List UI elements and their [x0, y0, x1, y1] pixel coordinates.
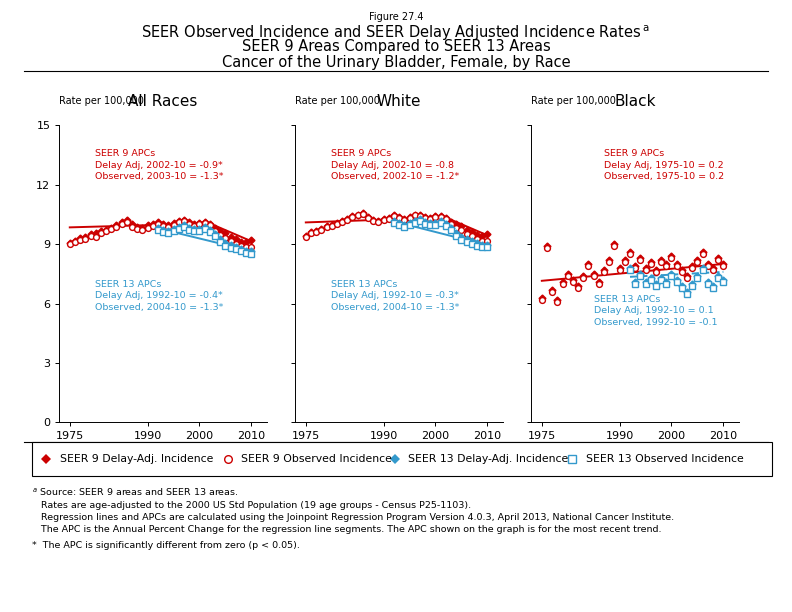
Text: SEER 9 Observed Incidence: SEER 9 Observed Incidence	[242, 454, 392, 465]
Text: SEER 13 APCs
Delay Adj, 1992-10 = 0.1
Observed, 1992-10 = -0.1: SEER 13 APCs Delay Adj, 1992-10 = 0.1 Ob…	[594, 294, 718, 327]
Title: All Races: All Races	[128, 94, 198, 109]
Text: SEER 13 Observed Incidence: SEER 13 Observed Incidence	[585, 454, 744, 465]
Title: Black: Black	[615, 94, 656, 109]
Text: Cancer of the Urinary Bladder, Female, by Race: Cancer of the Urinary Bladder, Female, b…	[222, 55, 570, 70]
Text: SEER 9 APCs
Delay Adj, 1975-10 = 0.2
Observed, 1975-10 = 0.2: SEER 9 APCs Delay Adj, 1975-10 = 0.2 Obs…	[604, 149, 724, 181]
Text: SEER 9 APCs
Delay Adj, 2002-10 = -0.9*
Observed, 2003-10 = -1.3*: SEER 9 APCs Delay Adj, 2002-10 = -0.9* O…	[95, 149, 223, 181]
Text: $^{a}$ Source: SEER 9 areas and SEER 13 areas.
   Rates are age-adjusted to the : $^{a}$ Source: SEER 9 areas and SEER 13 …	[32, 486, 674, 534]
Text: Rate per 100,000: Rate per 100,000	[295, 96, 380, 106]
Text: *  The APC is significantly different from zero (p < 0.05).: * The APC is significantly different fro…	[32, 541, 299, 550]
X-axis label: Year of Diagnosis: Year of Diagnosis	[352, 444, 447, 454]
Text: SEER 9 APCs
Delay Adj, 2002-10 = -0.8
Observed, 2002-10 = -1.2*: SEER 9 APCs Delay Adj, 2002-10 = -0.8 Ob…	[331, 149, 459, 181]
Text: Rate per 100,000: Rate per 100,000	[531, 96, 616, 106]
Title: White: White	[377, 94, 421, 109]
Text: SEER 13 APCs
Delay Adj, 1992-10 = -0.3*
Observed, 2004-10 = -1.3*: SEER 13 APCs Delay Adj, 1992-10 = -0.3* …	[331, 280, 459, 312]
Text: SEER 9 Delay-Adj. Incidence: SEER 9 Delay-Adj. Incidence	[60, 454, 213, 465]
Text: SEER 13 Delay-Adj. Incidence: SEER 13 Delay-Adj. Incidence	[408, 454, 568, 465]
Text: SEER 9 Areas Compared to SEER 13 Areas: SEER 9 Areas Compared to SEER 13 Areas	[242, 39, 550, 54]
Text: SEER Observed Incidence and SEER Delay Adjusted Incidence Rates$\,^{\mathrm{a}}$: SEER Observed Incidence and SEER Delay A…	[142, 23, 650, 43]
Text: SEER 13 APCs
Delay Adj, 1992-10 = -0.4*
Observed, 2004-10 = -1.3*: SEER 13 APCs Delay Adj, 1992-10 = -0.4* …	[95, 280, 223, 312]
X-axis label: Year of Diagnosis: Year of Diagnosis	[116, 444, 211, 454]
Text: Figure 27.4: Figure 27.4	[369, 12, 423, 22]
X-axis label: Year of Diagnosis: Year of Diagnosis	[588, 444, 683, 454]
Text: Rate per 100,000: Rate per 100,000	[59, 96, 144, 106]
